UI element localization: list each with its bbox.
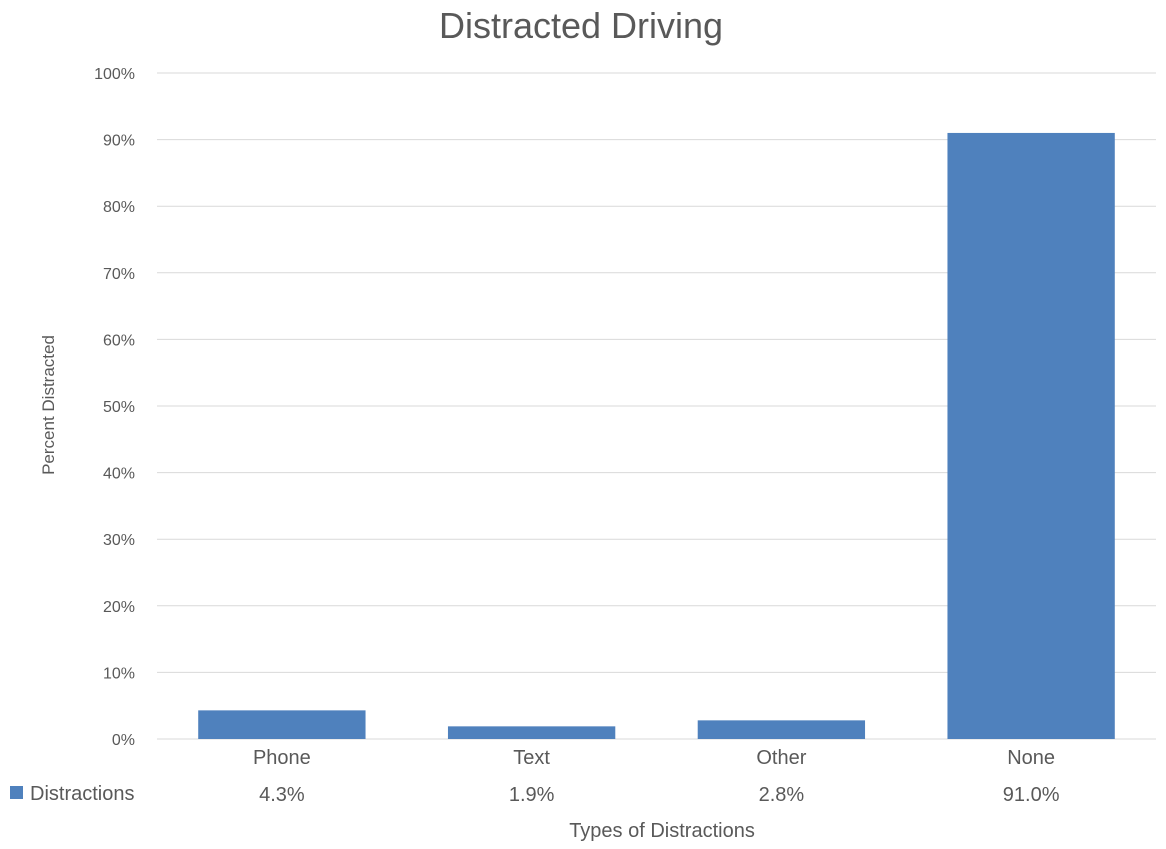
y-tick-label: 10% [103, 665, 135, 682]
data-table-value: 91.0% [1003, 784, 1060, 806]
data-table: 4.3% 1.9% 2.8% 91.0% Distractions [10, 783, 1060, 806]
y-tick-label: 100% [94, 66, 135, 83]
bar-other [697, 720, 866, 739]
y-tick-label: 30% [103, 532, 135, 549]
y-tick-label: 40% [103, 466, 135, 483]
data-table-value: 2.8% [759, 784, 805, 806]
y-axis-tick-labels: 0% 10% 20% 30% 40% 50% 60% 70% 80% 90% 100% [94, 66, 135, 749]
y-axis-title: Percent Distracted [39, 335, 58, 475]
y-tick-label: 80% [103, 199, 135, 216]
y-tick-label: 20% [103, 599, 135, 616]
legend-key-swatch [10, 786, 23, 799]
x-category-label: None [1007, 747, 1055, 769]
x-axis-category-labels: Phone Text Other None [253, 747, 1055, 769]
y-tick-label: 70% [103, 266, 135, 283]
x-category-label: Text [513, 747, 550, 769]
x-axis-title: Types of Distractions [569, 820, 755, 842]
y-tick-label: 90% [103, 133, 135, 150]
bar-phone [198, 710, 366, 739]
data-table-value: 4.3% [259, 784, 305, 806]
x-category-label: Phone [253, 747, 311, 769]
bar-none [947, 132, 1115, 739]
y-tick-label: 60% [103, 332, 135, 349]
y-tick-label: 50% [103, 399, 135, 416]
legend-key-label: Distractions [30, 783, 134, 805]
chart-title: Distracted Driving [439, 5, 723, 46]
bars [198, 132, 1115, 739]
x-category-label: Other [756, 747, 806, 769]
data-table-value: 1.9% [509, 784, 555, 806]
y-tick-label: 0% [112, 732, 135, 749]
bar-text [447, 726, 616, 739]
